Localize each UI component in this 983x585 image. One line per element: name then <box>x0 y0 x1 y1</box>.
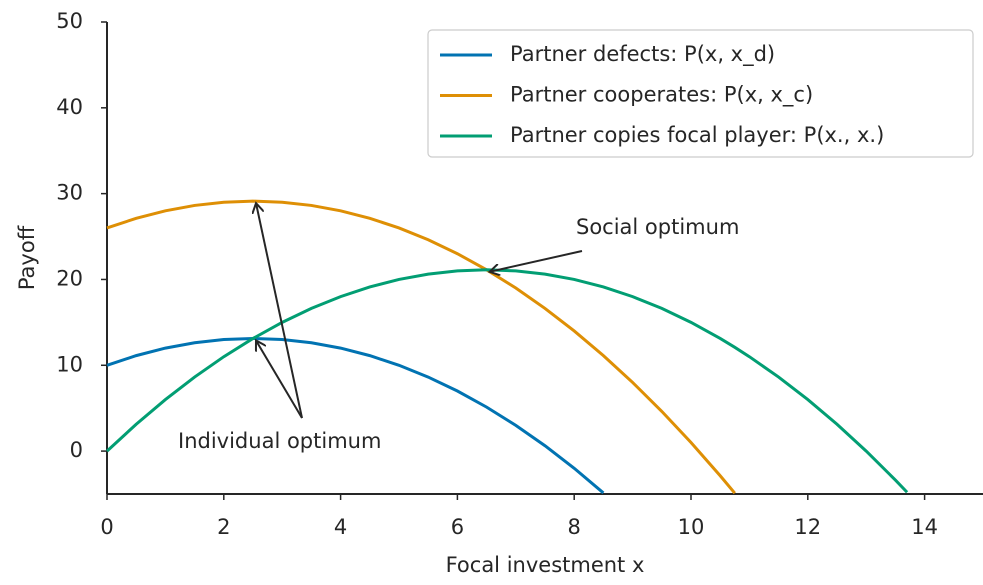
x-axis-label: Focal investment x <box>446 553 645 577</box>
y-tick-label: 40 <box>56 95 83 119</box>
x-tick-label: 4 <box>334 515 347 539</box>
annotation-text: Individual optimum <box>178 429 381 453</box>
y-tick-label: 10 <box>56 352 83 376</box>
x-tick-label: 12 <box>794 515 821 539</box>
x-tick-label: 0 <box>100 515 113 539</box>
x-tick-label: 8 <box>568 515 581 539</box>
legend-label: Partner cooperates: P(x, x_c) <box>510 83 813 108</box>
x-tick-label: 2 <box>217 515 230 539</box>
annotation-text: Social optimum <box>576 215 739 239</box>
series-line <box>106 199 736 495</box>
y-tick-label: 50 <box>56 9 83 33</box>
annotation-arrow <box>256 203 303 419</box>
y-tick-label: 20 <box>56 266 83 290</box>
annotation-arrow <box>490 250 583 272</box>
legend-label: Partner defects: P(x, x_d) <box>510 42 775 67</box>
legend-box <box>427 29 974 158</box>
y-tick-label: 0 <box>70 438 83 462</box>
x-tick-label: 6 <box>451 515 464 539</box>
legend-label: Partner copies focal player: P(x., x.) <box>510 123 884 147</box>
series-line <box>106 336 605 495</box>
x-tick-label: 10 <box>678 515 705 539</box>
x-tick-label: 14 <box>911 515 938 539</box>
series-line <box>105 268 909 494</box>
annotation-arrow <box>256 340 303 419</box>
y-axis-label: Payoff <box>15 225 39 290</box>
y-tick-label: 30 <box>56 181 83 205</box>
